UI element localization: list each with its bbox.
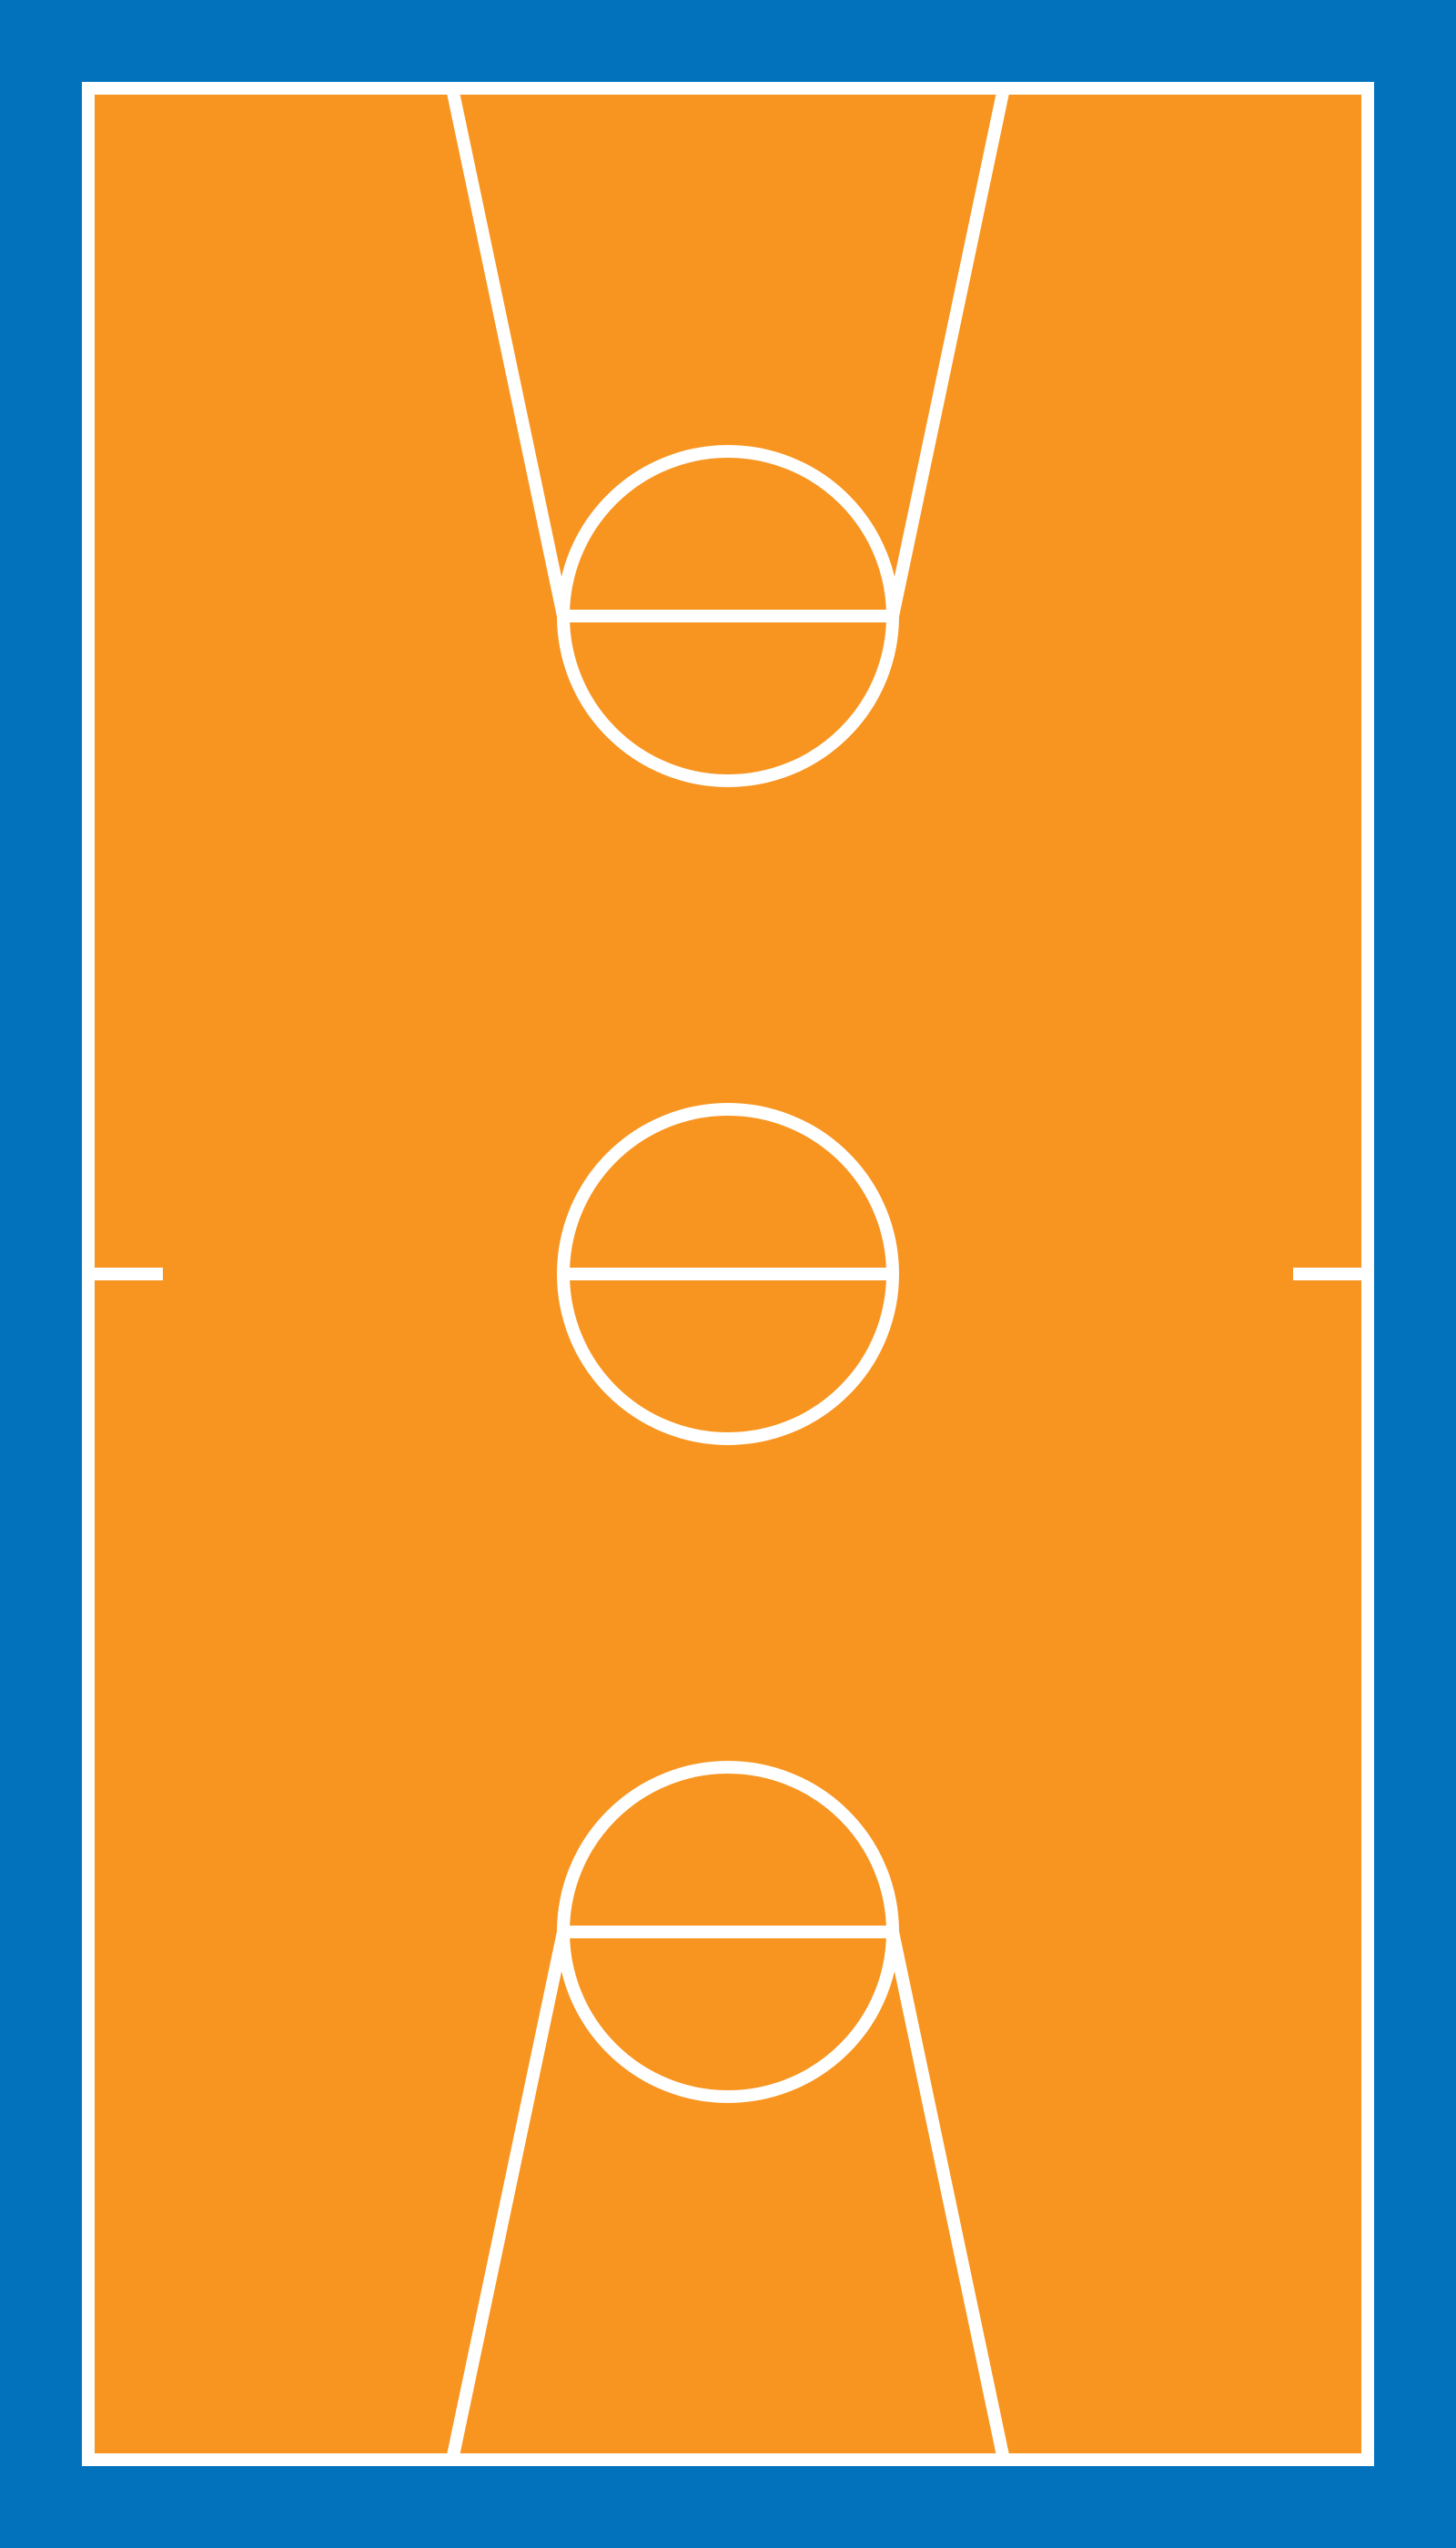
top-free-throw-circle xyxy=(557,445,899,787)
bottom-free-throw-circle xyxy=(557,1761,899,2103)
court-lines xyxy=(88,82,1368,2466)
center-circle xyxy=(557,1103,899,1445)
